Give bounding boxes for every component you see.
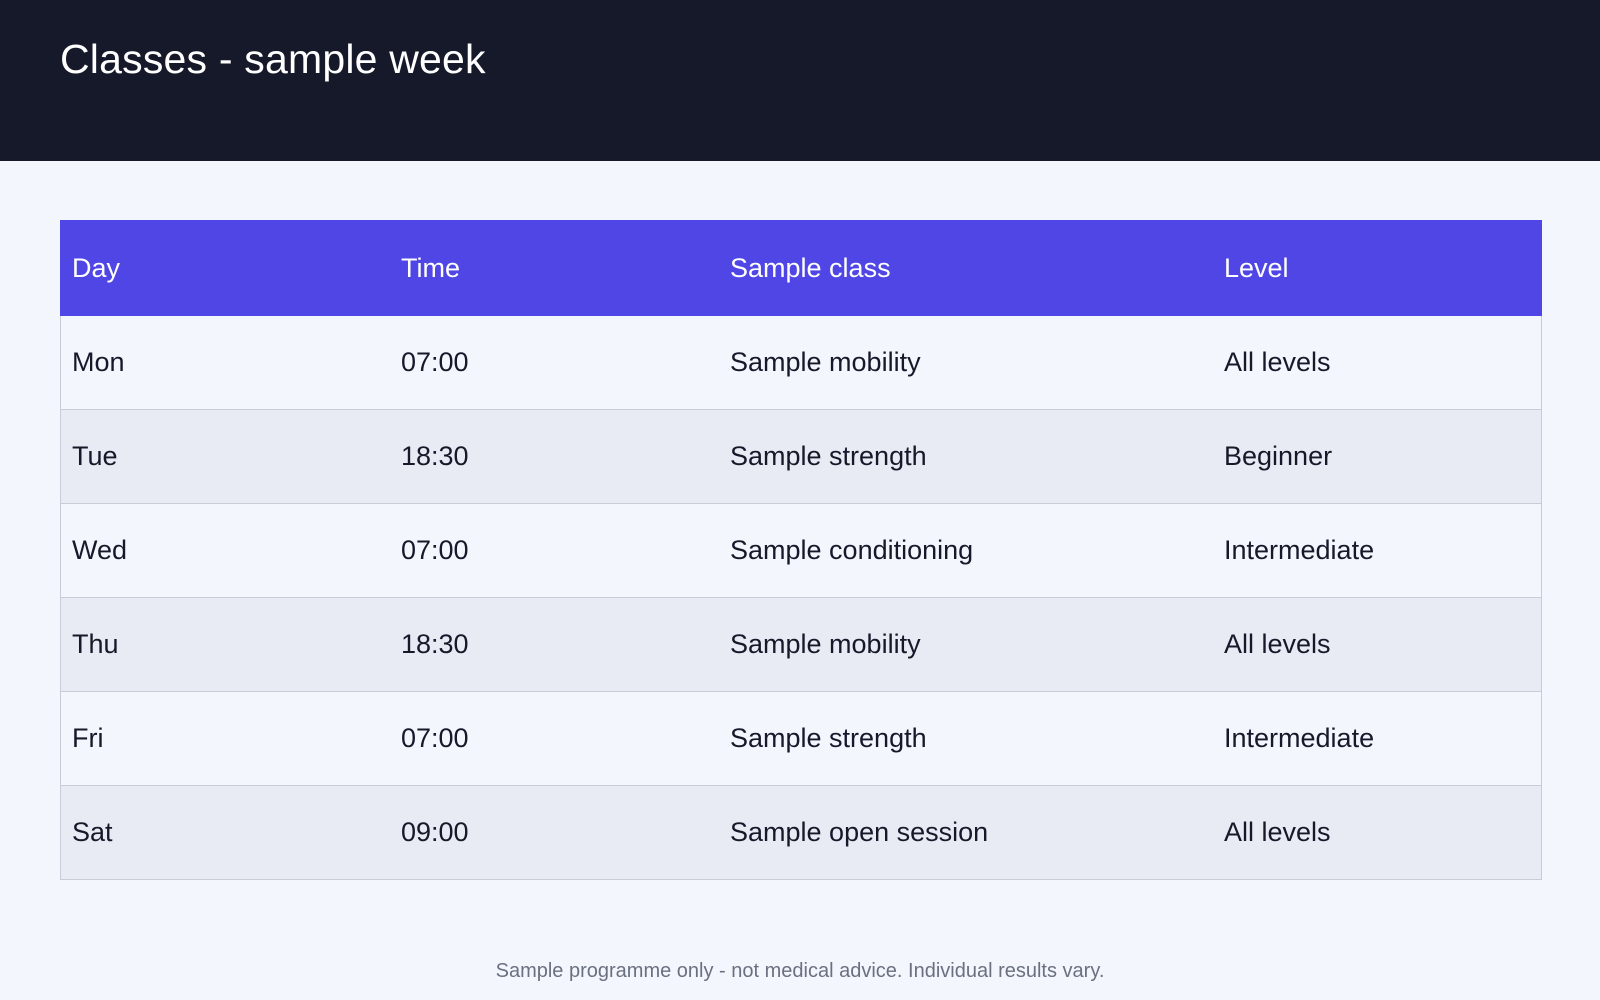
cell-time: 09:00 xyxy=(389,785,719,880)
table-row: Wed 07:00 Sample conditioning Intermedia… xyxy=(60,503,1542,598)
column-header-level: Level xyxy=(1212,220,1542,316)
column-header-day: Day xyxy=(60,220,390,316)
cell-day: Fri xyxy=(60,691,390,786)
cell-day: Mon xyxy=(60,315,390,410)
cell-time: 18:30 xyxy=(389,409,719,504)
cell-time: 07:00 xyxy=(389,315,719,410)
cell-level: All levels xyxy=(1212,597,1542,692)
cell-level: All levels xyxy=(1212,785,1542,880)
cell-class: Sample conditioning xyxy=(718,503,1213,598)
cell-day: Sat xyxy=(60,785,390,880)
column-header-time: Time xyxy=(389,220,719,316)
table-row: Sat 09:00 Sample open session All levels xyxy=(60,785,1542,880)
table-row: Tue 18:30 Sample strength Beginner xyxy=(60,409,1542,504)
cell-day: Tue xyxy=(60,409,390,504)
page-header: Classes - sample week xyxy=(0,0,1600,161)
cell-level: Intermediate xyxy=(1212,691,1542,786)
cell-day: Thu xyxy=(60,597,390,692)
disclaimer-note: Sample programme only - not medical advi… xyxy=(495,960,1105,982)
cell-level: All levels xyxy=(1212,315,1542,410)
cell-day: Wed xyxy=(60,503,390,598)
cell-class: Sample strength xyxy=(718,691,1213,786)
table-row: Thu 18:30 Sample mobility All levels xyxy=(60,597,1542,692)
cell-time: 18:30 xyxy=(389,597,719,692)
page-title: Classes - sample week xyxy=(60,36,486,82)
schedule-table: Day Time Sample class Level Mon 07:00 Sa… xyxy=(60,220,1542,880)
column-header-class: Sample class xyxy=(718,220,1213,316)
cell-time: 07:00 xyxy=(389,503,719,598)
table-row: Mon 07:00 Sample mobility All levels xyxy=(60,315,1542,410)
table-header-row: Day Time Sample class Level xyxy=(60,220,1542,316)
cell-class: Sample strength xyxy=(718,409,1213,504)
table-row: Fri 07:00 Sample strength Intermediate xyxy=(60,691,1542,786)
cell-time: 07:00 xyxy=(389,691,719,786)
cell-class: Sample open session xyxy=(718,785,1213,880)
cell-class: Sample mobility xyxy=(718,315,1213,410)
schedule-table-container: Day Time Sample class Level Mon 07:00 Sa… xyxy=(60,220,1542,880)
cell-level: Beginner xyxy=(1212,409,1542,504)
cell-class: Sample mobility xyxy=(718,597,1213,692)
cell-level: Intermediate xyxy=(1212,503,1542,598)
